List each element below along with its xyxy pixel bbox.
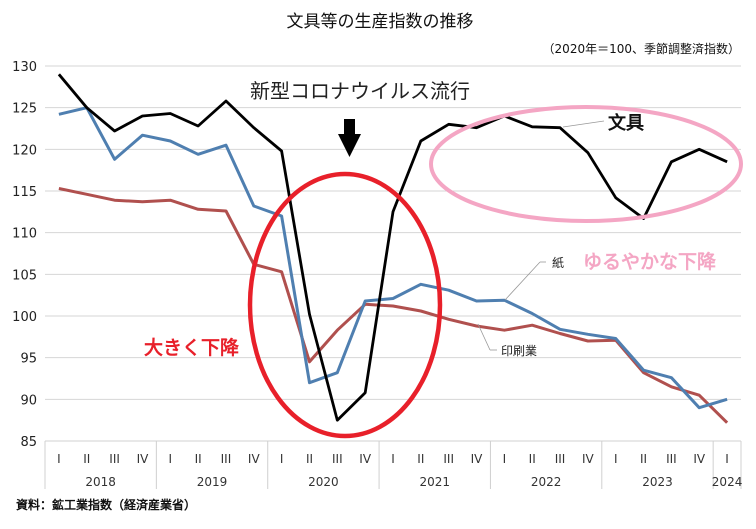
x-tick-quarter: IV [248,452,261,466]
x-tick-quarter: III [555,452,566,466]
x-tick-quarter: II [306,452,313,466]
leader-line-stationery [562,120,605,128]
y-tick-label: 130 [12,60,37,75]
x-tick-quarter: IV [693,452,706,466]
big-drop-label: 大きく下降 [144,336,240,359]
x-tick-quarter: II [417,452,424,466]
y-tick-label: 90 [20,393,37,408]
x-tick-quarter: I [57,452,61,466]
x-tick-quarter: III [332,452,343,466]
big-drop-ellipse [247,171,443,439]
y-tick-label: 110 [12,227,37,242]
y-tick-label: 100 [12,310,37,325]
y-tick-label: 95 [20,352,37,367]
x-tick-quarter: II [195,452,202,466]
leader-line-printing [477,323,491,351]
x-tick-quarter: IV [582,452,595,466]
x-tick-year: 2024 [712,475,743,489]
gentle-drop-ellipse [429,105,743,223]
x-tick-year: 2018 [85,475,116,489]
gridlines [45,65,741,400]
y-tick-label: 85 [20,435,37,450]
x-tick-quarter: I [503,452,507,466]
x-tick-quarter: II [529,452,536,466]
x-tick-quarter: III [443,452,454,466]
y-tick-label: 105 [12,268,37,283]
covid-annotation: 新型コロナウイルス流行 [250,79,470,103]
series-label-stationery: 文具 [608,112,644,134]
x-tick-quarter: II [83,452,90,466]
series-label-printing: 印刷業 [501,344,537,358]
y-tick-label: 120 [12,143,37,158]
x-tick-year: 2020 [308,475,339,489]
x-tick-quarter: III [221,452,232,466]
x-tick-quarter: I [391,452,395,466]
gentle-drop-label: ゆるやかな下降 [583,250,717,273]
series-lines [57,73,729,424]
x-tick-quarter: III [109,452,120,466]
x-tick-year: 2019 [197,475,228,489]
x-tick-quarter: I [725,452,729,466]
x-tick-quarter: II [640,452,647,466]
series-line-printing [58,187,729,424]
x-tick-quarter: IV [359,452,372,466]
chart-subtitle: （2020年＝100、季節調整済指数） [543,41,740,56]
x-tick-year: 2022 [531,475,562,489]
x-tick-year: 2021 [419,475,450,489]
leader-line-paper [504,261,541,301]
y-axis-ticks: 130 125 120 115 110 105 100 95 90 85 [12,60,37,450]
y-tick-label: 125 [12,102,37,117]
source-note: 資料：鉱工業指数（経済産業省） [16,497,196,512]
chart-title: 文具等の生産指数の推移 [287,12,474,32]
x-axis: I II III IV I II III IV I II III IV I II III IV I II III IV… [44,440,743,489]
x-tick-quarter: IV [471,452,484,466]
x-tick-quarter: III [666,452,677,466]
x-tick-year: 2023 [642,475,673,489]
x-tick-quarter: I [280,452,284,466]
series-label-paper: 紙 [552,255,564,270]
y-tick-label: 115 [12,185,37,200]
x-tick-quarter: IV [137,452,150,466]
x-tick-quarter: I [614,452,618,466]
down-arrow-icon [338,119,361,157]
x-tick-quarter: I [169,452,173,466]
